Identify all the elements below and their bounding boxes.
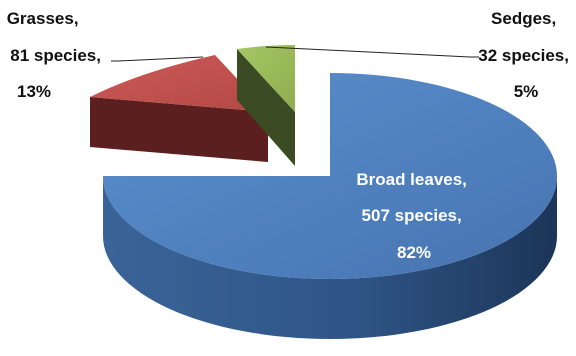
label-broad-leaves-line-1: Broad leaves, [356,170,467,189]
slice-grasses [90,55,268,162]
slice-sedges-top [237,45,295,112]
slice-grasses-side [90,97,268,162]
label-sedges-line-1: Sedges, [491,9,556,28]
label-sedges: Sedges, 32 species, 5% [478,9,573,101]
slice-sedges [237,45,295,166]
label-sedges-line-3: 5% [514,82,539,101]
leader-line-grasses [111,56,204,62]
slice-broad-leaves-top [103,73,557,279]
label-grasses-line-2: 81 species, [10,46,101,65]
leader-line-sedges [265,46,479,58]
slice-broad-leaves-side [103,176,557,339]
slice-grasses-top [90,55,268,112]
slice-sedges-side [237,49,295,166]
label-broad-leaves-line-2: 507 species, [362,206,462,225]
label-broad-leaves: Broad leaves, 507 species, 82% [356,170,471,262]
label-grasses: Grasses, 81 species, 13% [7,9,106,101]
label-grasses-line-1: Grasses, [7,9,79,28]
label-grasses-line-3: 13% [17,82,51,101]
slice-broad-leaves [103,73,557,339]
label-sedges-line-2: 32 species, [478,46,569,65]
label-broad-leaves-line-3: 82% [397,243,431,262]
